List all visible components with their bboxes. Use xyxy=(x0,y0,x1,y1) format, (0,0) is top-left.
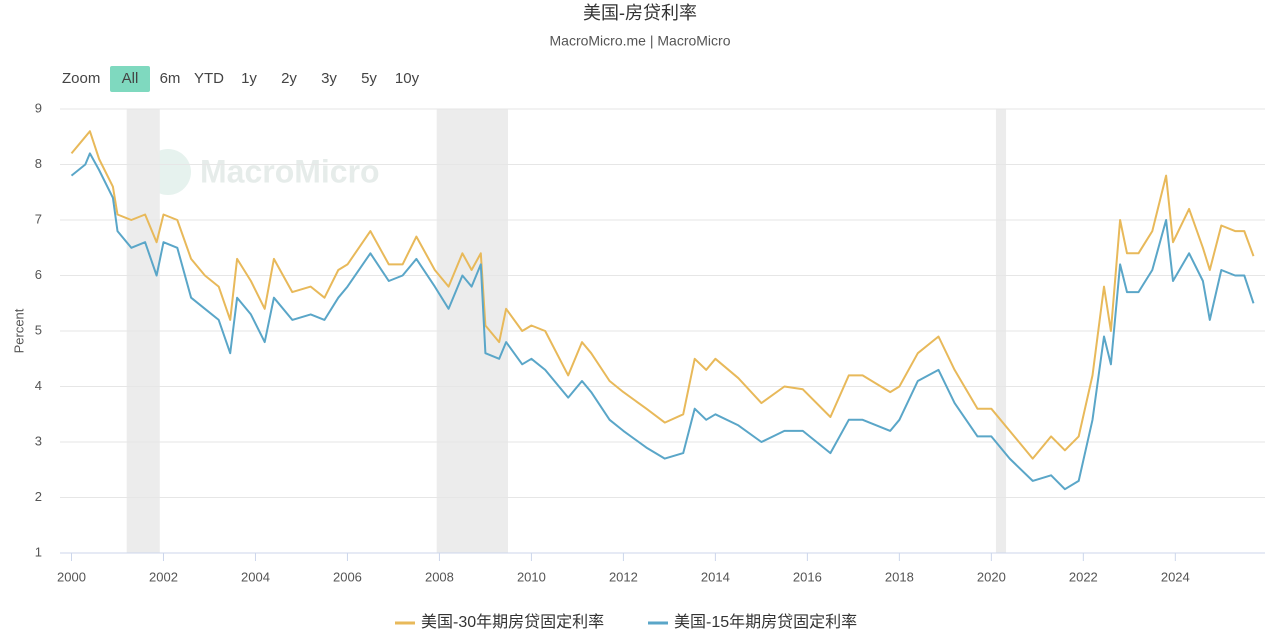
chart-subtitle: MacroMicro.me | MacroMicro xyxy=(550,33,731,49)
chart-title: 美国-房贷利率 xyxy=(583,3,697,23)
legend-label: 美国-30年期房贷固定利率 xyxy=(421,613,604,631)
y-tick-label: 8 xyxy=(35,156,42,171)
line-series xyxy=(70,152,1255,491)
range-button[interactable]: 10y xyxy=(395,70,420,87)
y-tick-label: 5 xyxy=(35,322,42,337)
x-tick-label: 2004 xyxy=(241,569,270,584)
range-button[interactable]: 6m xyxy=(160,70,181,87)
x-tick-label: 2008 xyxy=(425,569,454,584)
range-button[interactable]: 1y xyxy=(241,70,257,87)
y-axis-title: Percent xyxy=(11,308,26,353)
y-tick-label: 6 xyxy=(35,267,42,282)
x-tick-label: 2014 xyxy=(701,569,730,584)
range-button[interactable]: 2y xyxy=(281,70,297,87)
x-tick-label: 2002 xyxy=(149,569,178,584)
x-tick-label: 2012 xyxy=(609,569,638,584)
x-tick-label: 2016 xyxy=(793,569,822,584)
range-button[interactable]: YTD xyxy=(194,70,224,87)
x-tick-label: 2018 xyxy=(885,569,914,584)
x-tick-label: 2006 xyxy=(333,569,362,584)
x-tick-label: 2000 xyxy=(57,569,86,584)
y-tick-label: 3 xyxy=(35,433,42,448)
x-tick-label: 2022 xyxy=(1069,569,1098,584)
x-tick-label: 2024 xyxy=(1161,569,1190,584)
legend-label: 美国-15年期房贷固定利率 xyxy=(674,613,857,631)
zoom-label: Zoom xyxy=(62,70,100,87)
range-button[interactable]: All xyxy=(122,70,139,87)
y-tick-label: 4 xyxy=(35,378,42,393)
line-series xyxy=(70,130,1255,460)
x-tick-label: 2010 xyxy=(517,569,546,584)
y-tick-label: 2 xyxy=(35,489,42,504)
y-tick-label: 9 xyxy=(35,100,42,115)
range-button[interactable]: 5y xyxy=(361,70,377,87)
watermark: MacroMicro xyxy=(200,153,380,189)
x-tick-label: 2020 xyxy=(977,569,1006,584)
range-button[interactable]: 3y xyxy=(321,70,337,87)
y-tick-label: 7 xyxy=(35,211,42,226)
y-tick-label: 1 xyxy=(35,544,42,559)
range-button-bg xyxy=(110,66,150,92)
